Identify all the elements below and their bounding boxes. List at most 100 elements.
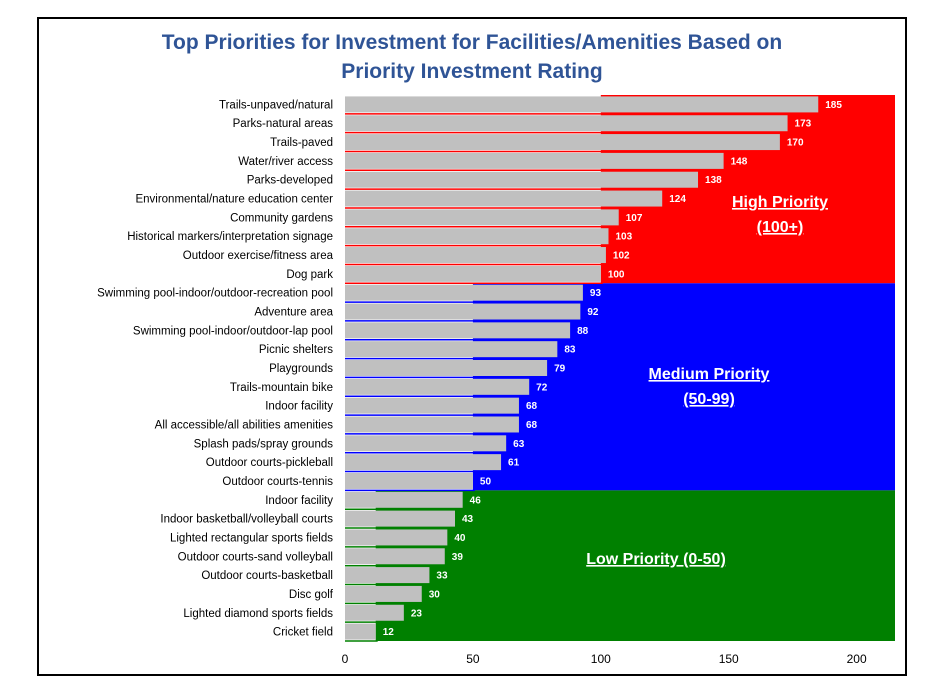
bar	[345, 303, 581, 320]
zone-label: Low Priority (0-50)	[586, 551, 726, 568]
data-label: 43	[462, 514, 474, 525]
bar	[345, 96, 819, 113]
data-label: 103	[615, 232, 632, 243]
data-label: 173	[795, 119, 812, 130]
bar	[345, 190, 663, 207]
bar	[345, 491, 463, 508]
data-label: 102	[613, 251, 630, 262]
category-label: Trails-paved	[270, 137, 333, 149]
bar	[345, 510, 455, 527]
category-label: Trails-unpaved/natural	[219, 99, 333, 111]
bar	[345, 322, 571, 339]
x-tick-label: 0	[342, 652, 349, 666]
category-label: Indoor facility	[265, 401, 333, 413]
zone-label: High Priority	[732, 194, 828, 211]
category-label: Dog park	[286, 269, 333, 281]
data-label: 185	[825, 100, 842, 111]
x-tick-label: 100	[591, 652, 611, 666]
bar	[345, 209, 619, 226]
zone-label: Medium Priority	[649, 366, 770, 383]
data-label: 72	[536, 382, 548, 393]
category-label: Outdoor exercise/fitness area	[183, 250, 334, 262]
data-label: 100	[608, 269, 625, 280]
data-label: 30	[429, 589, 441, 600]
data-label: 12	[383, 627, 395, 638]
category-label: Environmental/nature education center	[135, 194, 333, 206]
category-label: Lighted diamond sports fields	[183, 608, 333, 620]
bar	[345, 548, 445, 565]
bar	[345, 284, 583, 301]
category-label: Parks-developed	[247, 175, 333, 187]
category-label: Trails-mountain bike	[230, 382, 333, 394]
category-label: Community gardens	[230, 212, 333, 224]
data-label: 170	[787, 138, 804, 149]
bar	[345, 247, 606, 264]
x-tick-label: 50	[466, 652, 480, 666]
bar	[345, 115, 788, 132]
category-label: Swimming pool-indoor/outdoor-recreation …	[97, 288, 333, 300]
data-label: 39	[452, 552, 464, 563]
category-label: All accessible/all abilities amenities	[155, 419, 334, 431]
zone-label: (100+)	[757, 219, 804, 236]
zone-label: (50-99)	[683, 391, 735, 408]
bar	[345, 585, 422, 602]
bar	[345, 567, 430, 584]
data-label: 83	[564, 345, 576, 356]
chart-title: Top Priorities for Investment for Facili…	[37, 28, 907, 86]
category-label: Lighted rectangular sports fields	[170, 532, 333, 544]
category-label: Playgrounds	[269, 363, 333, 375]
chart-title-line2: Priority Investment Rating	[341, 60, 603, 83]
bar	[345, 529, 448, 546]
data-label: 61	[508, 458, 520, 469]
data-label: 148	[731, 156, 748, 167]
data-label: 107	[626, 213, 643, 224]
data-label: 46	[470, 495, 482, 506]
category-label: Cricket field	[273, 627, 333, 639]
bar	[345, 152, 724, 169]
bar	[345, 134, 780, 151]
data-label: 93	[590, 288, 602, 299]
category-label: Outdoor courts-tennis	[222, 476, 333, 488]
bar	[345, 228, 609, 245]
data-label: 92	[587, 307, 599, 318]
category-label: Outdoor courts-basketball	[201, 570, 333, 582]
category-label: Swimming pool-indoor/outdoor-lap pool	[133, 325, 333, 337]
data-label: 68	[526, 420, 538, 431]
x-tick-label: 200	[847, 652, 867, 666]
bar	[345, 454, 502, 471]
bar	[345, 171, 699, 188]
bar	[345, 397, 519, 414]
data-label: 50	[480, 476, 492, 487]
category-label: Adventure area	[254, 307, 333, 319]
bar	[345, 416, 519, 433]
bar	[345, 435, 507, 452]
bar	[345, 623, 376, 640]
data-label: 79	[554, 364, 566, 375]
category-label: Disc golf	[289, 589, 334, 601]
category-label: Indoor facility	[265, 495, 333, 507]
category-label: Outdoor courts-pickleball	[206, 457, 333, 469]
zone-background	[375, 490, 896, 641]
data-label: 68	[526, 401, 538, 412]
category-label: Indoor basketball/volleyball courts	[160, 514, 333, 526]
category-label: Outdoor courts-sand volleyball	[178, 551, 333, 563]
data-label: 40	[454, 533, 466, 544]
data-label: 88	[577, 326, 589, 337]
category-label: Splash pads/spray grounds	[194, 438, 334, 450]
data-label: 138	[705, 175, 722, 186]
category-label: Parks-natural areas	[233, 118, 334, 130]
bar	[345, 378, 530, 395]
bar	[345, 265, 601, 282]
category-label: Water/river access	[238, 156, 333, 168]
chart-title-line1: Top Priorities for Investment for Facili…	[161, 31, 783, 54]
data-label: 23	[411, 608, 423, 619]
bar	[345, 359, 548, 377]
data-label: 33	[436, 571, 448, 582]
bar	[345, 341, 558, 358]
bar	[345, 604, 404, 621]
data-label: 63	[513, 439, 525, 450]
data-label: 124	[669, 194, 686, 205]
category-label: Historical markers/interpretation signag…	[127, 231, 333, 243]
bar	[345, 472, 473, 489]
